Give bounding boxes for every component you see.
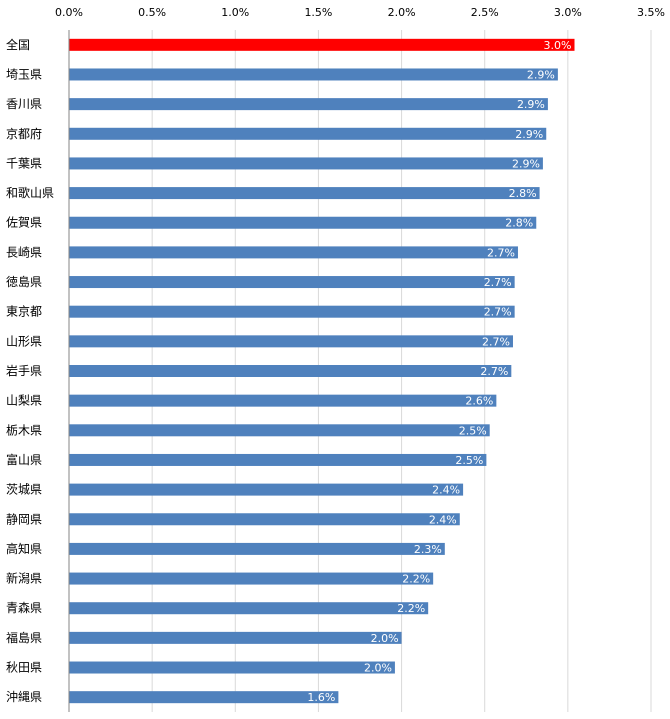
data-label: 2.9% [527,68,555,81]
category-label: 新潟県 [6,571,42,586]
bar [69,483,464,496]
category-label: 富山県 [6,452,42,467]
category-label: 東京都 [6,305,42,319]
data-label: 2.8% [505,217,533,230]
category-label: 山形県 [6,334,42,348]
category-label: 徳島県 [6,274,42,289]
data-label: 2.7% [484,276,512,289]
data-label: 2.7% [482,335,510,348]
bar [69,365,512,377]
bar [69,394,497,407]
data-label: 2.9% [515,128,543,141]
bar [69,98,548,111]
category-label: 茨城県 [6,483,42,497]
bar [69,246,518,259]
category-label: 長崎県 [6,245,42,259]
bar [69,513,460,526]
data-label: 2.0% [371,632,399,645]
bar [69,572,434,585]
category-label: 香川県 [6,97,42,111]
x-tick-label: 2.0% [388,6,416,19]
category-label: 埼玉県 [6,67,42,81]
data-label: 2.9% [517,98,545,111]
bar [69,127,547,140]
x-axis-ticks: 0.0% 0.5% 1.0% 1.5% 2.0% 2.5% 3.0% 3.5% [55,6,665,19]
data-label: 2.0% [364,662,392,675]
bar [69,335,513,348]
data-label: 2.9% [512,157,540,170]
data-label: 2.2% [402,573,430,586]
data-label: 2.4% [429,513,457,526]
bar [69,691,339,704]
bar [69,38,575,51]
category-label: 佐賀県 [6,216,42,230]
bar [69,187,540,200]
bar [69,542,445,555]
x-tick-label: 3.5% [637,6,665,19]
data-label: 2.7% [487,246,515,259]
bar [69,305,515,318]
bar [69,661,395,674]
x-tick-label: 1.0% [221,6,249,19]
bar [69,453,487,466]
bar [69,276,515,289]
bar [69,602,429,615]
x-tick-label: 2.5% [471,6,499,19]
data-label: 1.6% [307,691,335,704]
category-label: 福島県 [6,630,42,645]
data-label: 2.7% [484,306,512,319]
data-label: 2.5% [459,424,487,437]
x-tick-label: 0.5% [138,6,166,19]
bar [69,424,490,437]
bars: 3.0% 2.9% 2.9% 2.9% 2.9% 2.8% 2.8% 2.7% 2.7% 2.7%… [69,38,575,704]
data-label: 3.0% [544,39,572,52]
category-label: 千葉県 [6,156,42,170]
category-label: 秋田県 [6,661,42,675]
bar [69,631,402,644]
data-label: 2.4% [432,484,460,497]
category-label: 和歌山県 [6,185,54,200]
category-label: 山梨県 [6,394,42,408]
category-label: 京都府 [6,126,42,141]
data-label: 2.5% [455,454,483,467]
x-tick-label: 3.0% [554,6,582,19]
category-label: 青森県 [6,600,42,615]
data-label: 2.6% [465,395,493,408]
category-label: 高知県 [6,541,42,556]
x-tick-label: 1.5% [304,6,332,19]
category-label: 静岡県 [6,512,42,526]
x-tick-label: 0.0% [55,6,83,19]
bar [69,216,537,229]
data-label: 2.8% [509,187,537,200]
category-labels: 全国埼玉県香川県京都府千葉県和歌山県佐賀県長崎県徳島県東京都山形県岩手県山梨県栃… [6,37,54,704]
category-label: 栃木県 [6,423,42,437]
bar [69,157,543,170]
category-label: 沖縄県 [6,689,42,704]
category-label: 岩手県 [6,363,42,378]
bar [69,68,558,81]
category-label: 全国 [6,37,30,52]
data-label: 2.2% [397,602,425,615]
data-label: 2.7% [480,365,508,378]
data-label: 2.3% [414,543,442,556]
